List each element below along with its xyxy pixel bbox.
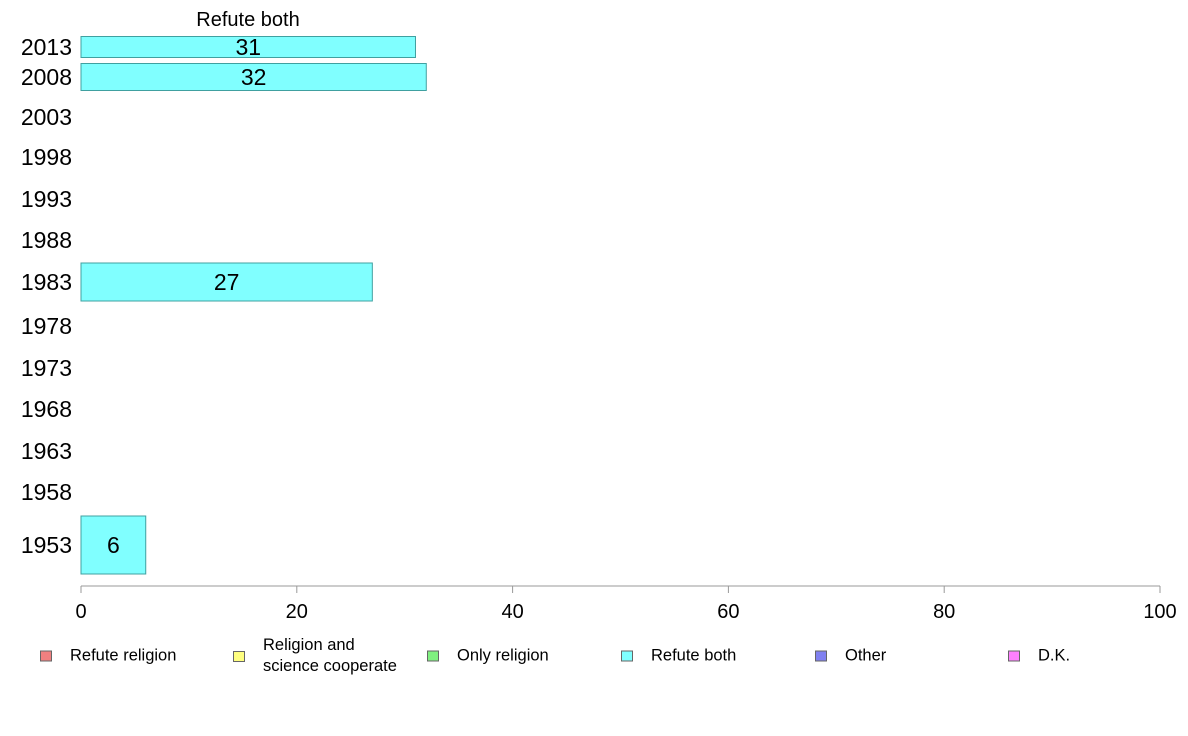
legend-label: Refute religion (70, 646, 177, 665)
bar-value-label: 32 (241, 64, 267, 90)
legend-label: Refute both (651, 646, 737, 665)
legend-swatch (621, 650, 633, 662)
x-tick-label: 60 (717, 601, 739, 623)
legend-swatch (40, 650, 52, 662)
bar-value-label: 27 (214, 269, 240, 295)
y-tick-label: 1968 (21, 396, 72, 422)
y-tick-label: 2008 (21, 64, 72, 90)
bar-value-label: 6 (107, 532, 120, 558)
legend-item: Refute religion (40, 646, 176, 667)
y-tick-label: 2013 (21, 34, 72, 60)
legend-label: D.K. (1038, 646, 1071, 665)
bar (80, 262, 373, 302)
legend-item: Only religion (427, 646, 549, 667)
bar (80, 36, 416, 58)
y-tick-label: 1973 (21, 355, 72, 381)
legend-swatch (1008, 650, 1020, 662)
y-tick-label: 1963 (21, 438, 72, 464)
y-tick-label: 1958 (21, 479, 72, 505)
legend-item: Other (815, 646, 886, 667)
y-tick-label: 1978 (21, 313, 72, 339)
legend-label: Religion and science cooperate (263, 636, 397, 675)
chart-title: Refute both (196, 9, 299, 31)
y-tick-label: 2003 (21, 104, 72, 130)
x-tick-label: 20 (286, 601, 308, 623)
legend-item: Religion and science cooperate (233, 635, 397, 677)
x-tick-label: 0 (75, 601, 86, 623)
legend-item: D.K. (1008, 646, 1070, 667)
x-tick-label: 80 (933, 601, 955, 623)
legend-item: Refute both (621, 646, 736, 667)
legend-swatch (815, 650, 827, 662)
y-tick-label: 1998 (21, 144, 72, 170)
legend-swatch (233, 650, 245, 662)
bar (80, 63, 427, 91)
x-tick-label: 40 (501, 601, 523, 623)
legend: Refute religion Religion and science coop… (0, 632, 1188, 692)
y-tick-label: 1983 (21, 269, 72, 295)
y-tick-label: 1993 (21, 186, 72, 212)
legend-swatch (427, 650, 439, 662)
legend-label: Other (845, 646, 887, 665)
y-tick-label: 1988 (21, 227, 72, 253)
x-tick-label: 100 (1143, 601, 1176, 623)
y-tick-label: 1953 (21, 532, 72, 558)
bar-chart: Refute both 2013 31 2008 32 2003 1998 1993 1988… (21, 9, 1177, 623)
bar (80, 515, 147, 575)
bar-value-label: 31 (235, 34, 261, 60)
legend-label: Only religion (457, 646, 549, 665)
